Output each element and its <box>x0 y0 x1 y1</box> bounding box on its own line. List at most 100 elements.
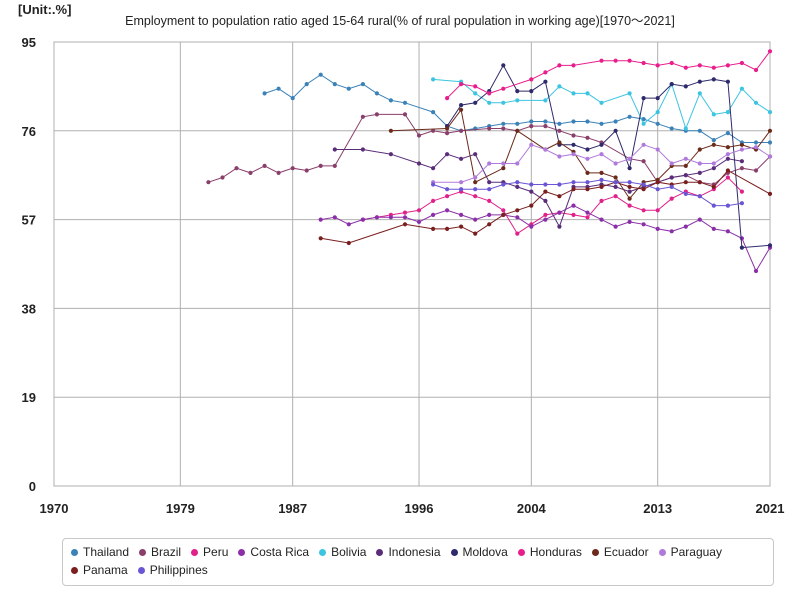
data-point <box>263 91 267 95</box>
data-point <box>501 161 505 165</box>
data-point <box>529 89 533 93</box>
data-point <box>557 194 561 198</box>
data-point <box>712 138 716 142</box>
data-point <box>726 204 730 208</box>
data-point <box>543 70 547 74</box>
data-point <box>515 215 519 219</box>
data-point <box>754 145 758 149</box>
data-point <box>459 213 463 217</box>
data-point <box>501 182 505 186</box>
x-axis-ticks: 1970 1979 1987 1996 2004 2013 2021 <box>40 501 785 516</box>
data-point <box>445 96 449 100</box>
data-point <box>305 82 309 86</box>
data-point <box>726 110 730 114</box>
data-point <box>628 180 632 184</box>
data-point <box>599 178 603 182</box>
data-point <box>712 143 716 147</box>
data-point <box>740 143 744 147</box>
data-point <box>614 175 618 179</box>
legend-swatch <box>139 549 146 556</box>
legend-item: Bolivia <box>319 545 366 559</box>
data-point <box>529 190 533 194</box>
data-point <box>529 143 533 147</box>
legend-item: Paraguay <box>659 545 722 559</box>
data-point <box>571 180 575 184</box>
data-point <box>614 180 618 184</box>
data-point <box>403 222 407 226</box>
data-point <box>754 101 758 105</box>
data-point <box>234 166 238 170</box>
data-point <box>642 182 646 186</box>
series-line <box>321 171 770 244</box>
data-point <box>529 124 533 128</box>
data-point <box>445 131 449 135</box>
data-point <box>740 61 744 65</box>
data-point <box>642 122 646 126</box>
data-point <box>712 204 716 208</box>
data-point <box>628 204 632 208</box>
data-point <box>501 213 505 217</box>
data-point <box>333 215 337 219</box>
data-point <box>571 187 575 191</box>
data-point <box>319 218 323 222</box>
data-point <box>445 208 449 212</box>
data-point <box>585 91 589 95</box>
data-point <box>487 161 491 165</box>
data-point <box>459 129 463 133</box>
y-tick-label: 19 <box>22 390 36 405</box>
data-point <box>571 213 575 217</box>
data-point <box>726 229 730 233</box>
data-point <box>571 119 575 123</box>
data-point <box>529 119 533 123</box>
y-tick-label: 76 <box>22 124 36 139</box>
data-point <box>712 166 716 170</box>
data-point <box>670 229 674 233</box>
data-point <box>599 185 603 189</box>
data-point <box>768 154 772 158</box>
data-point <box>389 215 393 219</box>
data-point <box>614 129 618 133</box>
data-point <box>291 96 295 100</box>
data-point <box>684 164 688 168</box>
legend-swatch <box>319 549 326 556</box>
data-point <box>557 182 561 186</box>
data-point <box>431 166 435 170</box>
data-point <box>361 115 365 119</box>
legend-label: Bolivia <box>331 545 366 559</box>
data-point <box>585 147 589 151</box>
data-point <box>543 182 547 186</box>
legend-swatch <box>191 549 198 556</box>
legend-swatch <box>592 549 599 556</box>
data-point <box>614 59 618 63</box>
data-point <box>459 187 463 191</box>
legend-item: Indonesia <box>376 545 440 559</box>
legend-swatch <box>238 549 245 556</box>
legend-label: Paraguay <box>671 545 722 559</box>
x-tick-label: 1996 <box>405 501 434 516</box>
data-point <box>698 218 702 222</box>
data-point <box>501 126 505 130</box>
data-point <box>501 166 505 170</box>
data-point <box>712 112 716 116</box>
data-point <box>656 122 660 126</box>
data-point <box>585 136 589 140</box>
data-point <box>670 197 674 201</box>
data-point <box>656 180 660 184</box>
data-point <box>740 246 744 250</box>
data-point <box>571 143 575 147</box>
data-point <box>445 152 449 156</box>
data-point <box>473 187 477 191</box>
data-point <box>599 152 603 156</box>
data-point <box>628 115 632 119</box>
data-point <box>361 147 365 151</box>
series-line <box>433 145 770 182</box>
data-point <box>319 164 323 168</box>
data-point <box>585 171 589 175</box>
data-point <box>684 157 688 161</box>
legend-item: Philippines <box>138 563 208 577</box>
data-point <box>726 145 730 149</box>
data-point <box>501 87 505 91</box>
data-point <box>684 84 688 88</box>
data-point <box>571 152 575 156</box>
